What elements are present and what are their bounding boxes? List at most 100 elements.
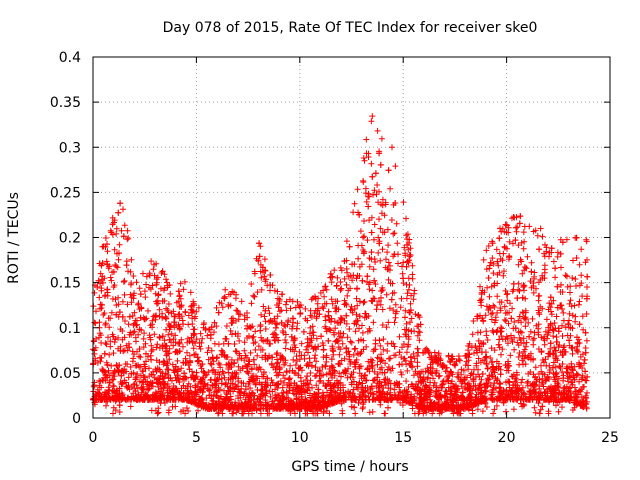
data-point (294, 320, 301, 327)
data-point (247, 323, 253, 330)
data-point (448, 380, 454, 387)
data-point (250, 396, 257, 403)
data-point (167, 375, 174, 382)
data-point (501, 268, 507, 275)
data-point (454, 373, 461, 380)
data-point (163, 362, 170, 369)
data-point (545, 408, 552, 415)
data-point (408, 315, 415, 322)
data-point (263, 406, 270, 412)
data-point (320, 408, 327, 415)
data-point (507, 352, 514, 359)
data-point (368, 160, 375, 167)
data-point (478, 291, 485, 298)
data-point (176, 389, 183, 396)
data-point (142, 316, 148, 323)
data-point (123, 379, 129, 386)
data-point (264, 401, 271, 408)
data-point (482, 354, 489, 361)
data-point (97, 280, 104, 287)
data-point (116, 409, 123, 415)
data-point (232, 348, 239, 355)
data-point (557, 250, 564, 257)
data-point (171, 369, 178, 376)
data-point (192, 397, 199, 404)
data-point (504, 245, 510, 252)
data-point (411, 395, 418, 401)
data-point (480, 256, 487, 263)
data-point (302, 305, 309, 312)
data-point (486, 265, 493, 272)
data-point (371, 236, 377, 243)
data-point (293, 353, 300, 360)
data-point (127, 291, 134, 298)
data-point (273, 351, 280, 358)
data-point (278, 355, 285, 362)
data-point (264, 337, 271, 343)
data-point (504, 222, 510, 229)
data-point (490, 302, 497, 309)
data-point (443, 364, 450, 371)
data-point (577, 402, 584, 409)
data-point (275, 359, 281, 366)
data-point (156, 359, 163, 366)
data-point (539, 375, 546, 382)
data-point (405, 275, 412, 282)
data-point (153, 344, 160, 351)
data-point (455, 353, 462, 360)
data-point (99, 368, 106, 375)
data-point (322, 323, 328, 330)
data-point (224, 383, 231, 390)
data-point (543, 362, 550, 369)
data-point (496, 299, 503, 306)
data-point (493, 402, 500, 409)
data-point (132, 376, 139, 383)
data-point (531, 394, 538, 401)
data-point (371, 346, 378, 353)
data-point (335, 360, 342, 367)
data-point (260, 303, 267, 310)
data-point (432, 369, 439, 376)
data-point (250, 340, 257, 347)
data-point (379, 246, 386, 253)
data-point (273, 394, 280, 401)
data-point (110, 371, 117, 377)
data-point (221, 295, 228, 302)
data-point (213, 392, 220, 399)
data-point (288, 333, 295, 340)
data-point (215, 309, 222, 316)
data-point (361, 233, 368, 240)
data-point (338, 400, 345, 407)
data-point (348, 371, 355, 378)
data-point (552, 355, 559, 362)
data-point (292, 304, 299, 311)
data-point (546, 398, 552, 405)
data-point (428, 399, 435, 406)
data-point (256, 379, 263, 386)
data-point (444, 396, 451, 403)
data-point (513, 377, 520, 383)
data-point (405, 384, 412, 390)
data-point (376, 298, 382, 305)
data-point (549, 351, 556, 358)
data-point (484, 337, 491, 343)
data-point (362, 185, 369, 192)
data-point (113, 225, 120, 232)
data-point (559, 239, 566, 246)
data-point (563, 273, 570, 280)
data-point (385, 167, 392, 174)
data-point (380, 385, 387, 391)
data-point (298, 378, 305, 385)
data-point (268, 377, 275, 384)
data-point (208, 324, 215, 331)
data-point (133, 279, 140, 286)
data-point (517, 256, 524, 263)
data-point (374, 182, 381, 188)
data-point (519, 309, 526, 316)
data-point (404, 290, 411, 297)
data-point (561, 387, 568, 394)
data-point (361, 250, 367, 257)
data-point (485, 243, 492, 249)
data-point (515, 286, 522, 293)
data-point (231, 341, 238, 347)
